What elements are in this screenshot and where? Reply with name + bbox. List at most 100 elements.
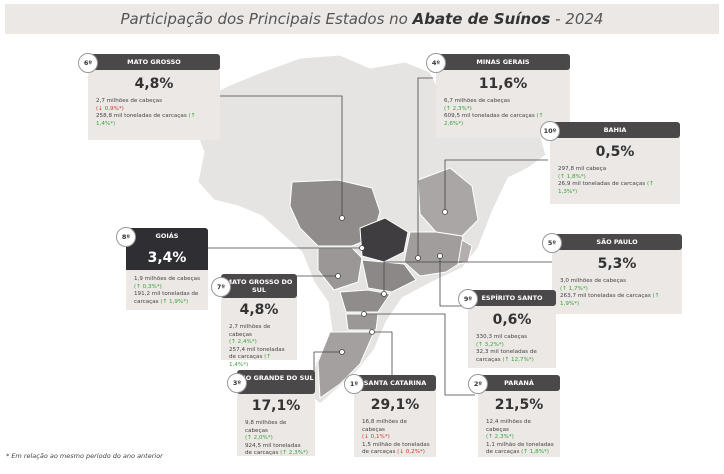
heads: 330,3 mil cabeças — [476, 334, 528, 340]
details: 9,8 milhões de cabeças (↑ 2,0%*) 924,5 mil… — [237, 414, 315, 458]
share: 3,4% — [147, 250, 187, 266]
state-card: SANTA CATARINA 1º 29,1% 16,8 milhões de cab… — [344, 374, 436, 457]
leaders — [208, 77, 552, 412]
share: 4,8% — [134, 76, 174, 92]
details: 2,7 milhões de cabeças (↓ 0,9%*) 258,8 mil… — [88, 92, 220, 128]
details: 330,3 mil cabeças (↑ 3,2%*) 32,3 mil tonel… — [468, 328, 556, 364]
rank: 7º — [211, 277, 231, 297]
rank: 8º — [116, 227, 136, 247]
share: 0,6% — [492, 312, 532, 328]
state-name: MATO GROSSO — [88, 54, 220, 70]
title-tail: - 2024 — [550, 10, 604, 28]
state-card: ESPÍRITO SANTO 9º 0,6% 330,3 mil cabeças (↑ … — [458, 289, 556, 368]
share: 21,5% — [494, 397, 544, 413]
state-ba — [417, 167, 479, 237]
share: 29,1% — [370, 397, 420, 413]
heads-change: (↑ 2,4%*) — [229, 339, 257, 345]
details: 297,8 mil cabeça (↑ 1,8%*) 26,9 mil tonela… — [550, 160, 680, 196]
heads: 3,0 milhões de cabeças — [560, 278, 627, 284]
rank: 5º — [542, 233, 562, 253]
dot — [339, 349, 345, 355]
heads: 1,9 milhões de cabeças — [134, 276, 201, 282]
dot — [335, 273, 341, 279]
leader — [417, 77, 433, 258]
state-card: BAHIA 10º 0,5% 297,8 mil cabeça (↑ 1,8%*) 26,… — [540, 121, 680, 204]
leader — [372, 331, 393, 377]
state-name: MATO GROSSO DO SUL — [221, 274, 297, 298]
title-lead: Participação dos Principais Estados no — [120, 10, 413, 28]
carcass-change: (↑ 1,8%*) — [521, 449, 549, 455]
rank: 9º — [458, 289, 478, 309]
rank: 4º — [426, 53, 446, 73]
heads-change: (↓ 0,1%*) — [362, 434, 390, 440]
details: 6,7 milhões de cabeças (↑ 2,3%*) 609,5 mil… — [436, 92, 570, 128]
heads-change: (↑ 3,2%*) — [476, 341, 504, 348]
leader — [220, 95, 343, 218]
leader — [364, 313, 475, 396]
carcass: 1,1 milhão de toneladas de carcaças — [486, 441, 554, 456]
state-name: SÃO PAULO — [552, 234, 682, 250]
state-name: GOIÁS — [126, 228, 208, 244]
carcass: 26,9 mil toneladas de carcaças — [558, 181, 646, 187]
state-name: MINAS GERAIS — [436, 54, 570, 70]
state-card: GOIÁS 8º 3,4% 1,9 milhões de cabeças (↑ 0,3%… — [116, 227, 208, 310]
heads: 12,4 milhões de cabeças — [486, 419, 531, 433]
dot — [361, 311, 367, 317]
heads: 297,8 mil cabeça — [558, 166, 607, 172]
details: 1,9 milhões de cabeças (↑ 0,3%*) 191,2 mil… — [126, 270, 208, 310]
details: 12,4 milhões de cabeças (↑ 2,3%*) 1,1 milh… — [478, 413, 560, 457]
rank: 2º — [468, 374, 488, 394]
share: 0,5% — [595, 144, 635, 160]
carcass-change: (↑ 1,4%*) — [229, 354, 272, 368]
carcass-change: (↑ 12,7%*) — [502, 356, 534, 363]
carcass-change: (↑ 1,9%*) — [160, 298, 189, 305]
dot — [381, 291, 387, 297]
state-card: SÃO PAULO 5º 5,3% 3,0 milhões de cabeças (↑ … — [542, 233, 682, 314]
carcass-change: (↑ 2,6%*) — [444, 113, 544, 127]
state-card: MATO GROSSO DO SUL 7º 4,8% 2,7 milhões de c… — [211, 274, 297, 368]
carcass: 258,8 mil toneladas de carcaças — [96, 113, 187, 119]
share: 11,6% — [478, 76, 528, 92]
state-card: MATO GROSSO 6º 4,8% 2,7 milhões de cabeças(… — [78, 53, 220, 140]
carcass-change: (↑ 1,9%*) — [560, 293, 660, 307]
rank: 10º — [540, 121, 560, 141]
heads: 6,7 milhões de cabeças — [444, 98, 511, 104]
leader — [383, 261, 552, 294]
heads-change: (↑ 2,3%*) — [486, 434, 514, 440]
share: 17,1% — [251, 398, 301, 414]
state-mg — [403, 231, 469, 277]
state-name: SANTA CATARINA — [354, 375, 436, 391]
share: 5,3% — [597, 256, 637, 272]
state-name: BAHIA — [550, 122, 680, 138]
carcass-change: (↓ 0,2%*) — [397, 449, 425, 455]
carcass: 1,5 milhão de toneladas de carcaças — [362, 441, 430, 456]
dot — [415, 255, 421, 261]
heads: 2,7 milhões de cabeças — [96, 98, 163, 104]
heads: 16,8 milhões de cabeças — [362, 419, 407, 433]
heads-change: (↑ 1,7%*) — [560, 285, 588, 292]
details: 16,8 milhões de cabeças (↓ 0,1%*) 1,5 milh… — [354, 413, 436, 457]
leader — [444, 159, 548, 212]
footnote: * Em relação ao mesmo período do ano ant… — [6, 452, 163, 460]
details: 3,0 milhões de cabeças (↑ 1,7%*) 263,7 mil… — [552, 272, 682, 308]
state-pr — [339, 289, 391, 313]
state-card: RIO GRANDE DO SUL 3º 17,1% 9,8 milhões de c… — [227, 370, 315, 458]
carcass: 924,5 mil toneladas de carcaças — [245, 442, 301, 457]
dot — [359, 245, 365, 251]
carcass: 609,5 mil toneladas de carcaças — [444, 113, 535, 119]
heads: 2,7 milhões de cabeças — [229, 324, 271, 338]
carcass: 32,3 mil toneladas de carcaças — [476, 349, 537, 363]
dot — [339, 215, 345, 221]
state-name: PARANÁ — [478, 375, 560, 391]
title: Participação dos Principais Estados no A… — [5, 4, 719, 34]
rank: 6º — [78, 53, 98, 73]
carcass-change: (↑ 1,3%*) — [558, 181, 654, 195]
details: 2,7 milhões de cabeças (↑ 2,4%*) 257,4 mil… — [221, 318, 297, 369]
heads-change: (↑ 0,3%*) — [134, 283, 162, 290]
carcass: 191,2 mil toneladas de carcaças — [134, 291, 199, 305]
dot — [437, 253, 443, 259]
state-sc — [345, 313, 379, 331]
title-bold: Abate de Suínos — [412, 10, 551, 28]
